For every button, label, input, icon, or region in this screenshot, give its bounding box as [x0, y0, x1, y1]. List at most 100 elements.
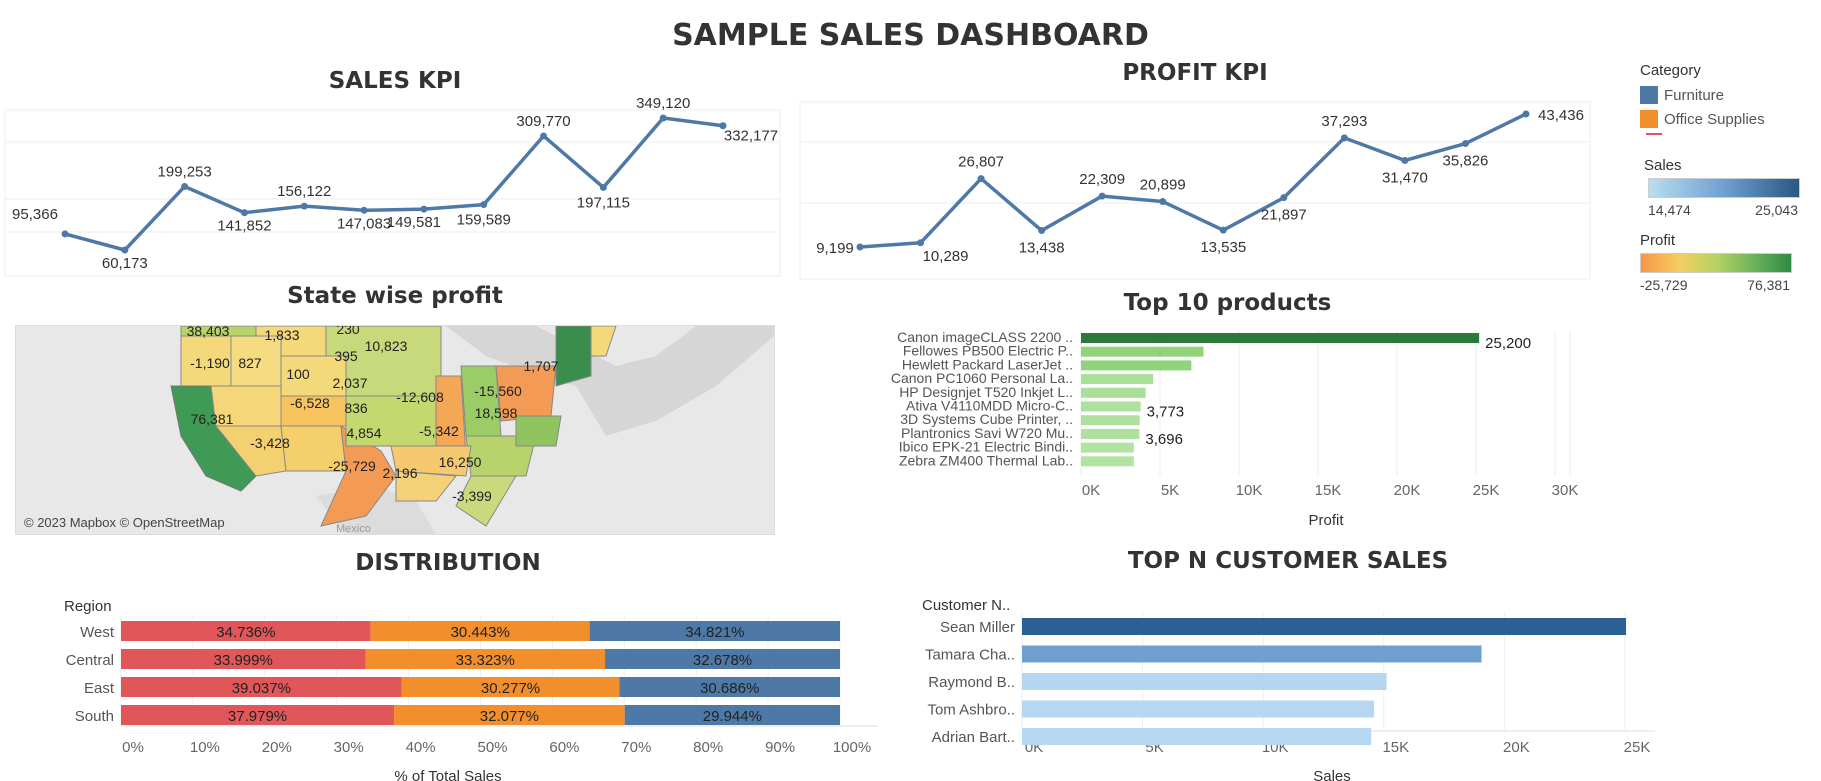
kpi-point[interactable]: [480, 201, 488, 209]
customer-bar[interactable]: [1022, 645, 1482, 663]
kpi-point[interactable]: [659, 114, 667, 122]
kpi-point[interactable]: [61, 230, 69, 238]
sales-kpi-title: SALES KPI: [328, 68, 462, 94]
kpi-point[interactable]: [1280, 194, 1288, 202]
map-label: -3,428: [250, 435, 290, 451]
distribution-segment[interactable]: [624, 705, 840, 725]
product-label: Ibico EPK-21 Electric Bindi..: [899, 439, 1073, 455]
distribution-segment[interactable]: [121, 677, 402, 697]
kpi-data-label: 147,083: [337, 215, 391, 232]
x-tick-label: 15K: [1315, 482, 1342, 499]
map-label: -5,342: [419, 423, 459, 439]
x-tick-label: 5K: [1161, 482, 1179, 499]
product-bar[interactable]: [1081, 360, 1192, 371]
distribution-segment[interactable]: [589, 621, 840, 641]
kpi-point[interactable]: [977, 175, 985, 183]
kpi-point[interactable]: [856, 243, 864, 251]
product-data-label: 3,696: [1145, 431, 1183, 448]
kpi-point[interactable]: [181, 182, 189, 190]
customer-bar[interactable]: [1022, 700, 1375, 718]
region-label: South: [75, 708, 114, 725]
kpi-data-label: 349,120: [636, 95, 690, 112]
distribution-segment[interactable]: [394, 705, 625, 725]
x-axis-label: % of Total Sales: [394, 768, 501, 781]
profit-scale-min: -25,729: [1640, 277, 1688, 293]
kpi-point[interactable]: [1461, 140, 1469, 148]
x-tick-label: 20K: [1394, 482, 1421, 499]
map-label: 2,196: [382, 465, 417, 481]
kpi-data-label: 22,309: [1079, 171, 1125, 188]
product-data-label: 3,773: [1147, 404, 1185, 421]
kpi-point[interactable]: [360, 206, 368, 214]
kpi-point[interactable]: [719, 122, 727, 130]
kpi-point[interactable]: [599, 183, 607, 191]
category-legend-title: Category: [1640, 62, 1701, 79]
customer-bar[interactable]: [1022, 728, 1372, 745]
kpi-data-label: 149,581: [387, 214, 441, 231]
kpi-point[interactable]: [420, 205, 428, 213]
product-label: Canon PC1060 Personal La..: [891, 370, 1073, 386]
legend-item-office-supplies[interactable]: Office Supplies: [1640, 107, 1818, 131]
legend-item-furniture[interactable]: Furniture: [1640, 83, 1818, 107]
product-bar[interactable]: [1081, 333, 1480, 343]
profit-kpi-title: PROFIT KPI: [1122, 60, 1268, 86]
sales-scale-min: 14,474: [1648, 202, 1691, 218]
x-tick-label: 40%: [406, 739, 436, 756]
furniture-swatch: [1640, 86, 1658, 104]
kpi-point[interactable]: [300, 202, 308, 210]
product-bar[interactable]: [1081, 428, 1140, 439]
map-label: -15,560: [474, 383, 522, 399]
x-tick-label: 100%: [833, 739, 871, 756]
product-label: Canon imageCLASS 2200 ..: [897, 329, 1073, 345]
x-tick-label: 90%: [765, 739, 795, 756]
map-label: 18,598: [475, 405, 518, 421]
x-tick-label: 10%: [190, 739, 220, 756]
x-tick-label: 70%: [621, 739, 651, 756]
distribution-segment[interactable]: [121, 705, 395, 725]
distribution-segment[interactable]: [605, 649, 840, 669]
kpi-point[interactable]: [121, 246, 129, 254]
product-bar[interactable]: [1081, 401, 1141, 412]
distribution-segment[interactable]: [619, 677, 840, 697]
kpi-data-label: 199,253: [158, 163, 212, 180]
kpi-point[interactable]: [1522, 110, 1530, 118]
kpi-point[interactable]: [540, 132, 548, 140]
office-supplies-swatch: [1640, 110, 1658, 128]
customer-bar[interactable]: [1022, 618, 1627, 635]
kpi-point[interactable]: [1219, 226, 1227, 234]
map-label: -1,190: [190, 355, 230, 371]
us-map[interactable]: 38,403 1,833 230 10,823 -1,190 827 395 1…: [15, 325, 775, 535]
customer-bar[interactable]: [1022, 673, 1387, 690]
product-bar[interactable]: [1081, 415, 1140, 426]
product-bar[interactable]: [1081, 456, 1134, 467]
kpi-point[interactable]: [917, 239, 925, 247]
product-bar[interactable]: [1081, 374, 1154, 385]
map-credit: © 2023 Mapbox © OpenStreetMap: [24, 515, 225, 530]
product-label: Ativa V4110MDD Micro-C..: [906, 398, 1073, 414]
distribution-segment[interactable]: [401, 677, 620, 697]
kpi-point[interactable]: [1159, 198, 1167, 206]
distribution-segment[interactable]: [121, 649, 366, 669]
profit-kpi-chart: 9,199 10,289 26,807 13,438 22,309 20,899 13,53…: [799, 101, 1591, 280]
product-label: Zebra ZM400 Thermal Lab..: [899, 452, 1073, 468]
kpi-point[interactable]: [1098, 192, 1106, 200]
distribution-segment[interactable]: [121, 621, 371, 641]
product-bar[interactable]: [1081, 442, 1134, 453]
map-label: 100: [286, 366, 310, 382]
distribution-segment[interactable]: [365, 649, 606, 669]
map-label: 2,037: [332, 375, 367, 391]
kpi-point[interactable]: [240, 209, 248, 217]
kpi-data-label: 37,293: [1321, 113, 1367, 130]
region-label: Central: [66, 652, 114, 669]
map-label: 38,403: [187, 325, 230, 339]
product-bar[interactable]: [1081, 387, 1146, 398]
product-bar[interactable]: [1081, 346, 1204, 357]
kpi-data-label: 26,807: [958, 154, 1004, 171]
distribution-segment[interactable]: [370, 621, 590, 641]
kpi-point[interactable]: [1038, 227, 1046, 235]
kpi-point[interactable]: [1340, 134, 1348, 142]
kpi-point[interactable]: [1401, 156, 1409, 164]
kpi-data-label: 197,115: [577, 194, 630, 211]
top-products-title: Top 10 products: [1123, 290, 1332, 316]
